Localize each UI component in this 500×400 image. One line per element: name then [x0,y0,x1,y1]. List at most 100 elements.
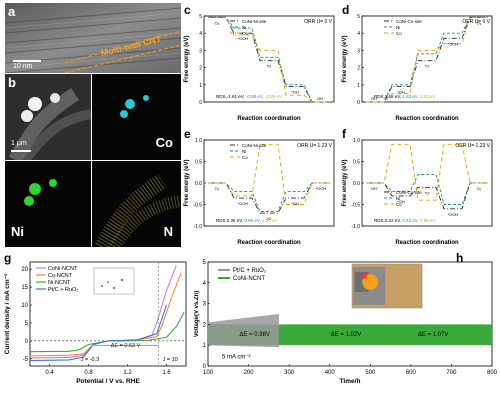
y-tick-label: 20 [21,267,28,273]
plot-frame [207,261,493,367]
plot-frame [29,261,187,367]
inset-point [106,280,110,284]
n-map-texture [95,174,181,247]
rds-label: RDS,-1.61 eV, -0.90 eV, -0.35 eV [216,94,282,99]
eds-label-n: N [163,224,173,239]
state-label: *O [425,64,430,69]
state-label: *OH [397,90,405,95]
y-tick-label: 10 [21,303,28,309]
y-tick-label: -0.5 [193,203,202,209]
state-label: *OOH [448,212,459,217]
panel-letter-f: f [342,127,347,141]
y-axis-label: Current density / mA cm⁻² [4,273,11,354]
x-axis-label: Reaction coordination [395,116,459,122]
legend-entry: CoNi-Ni-site [242,143,267,148]
inset-box [93,267,135,295]
legend-entry: Ni [396,196,400,201]
x-tick-label: 1.6 [162,370,171,376]
panel-letter-d: d [342,3,349,17]
y-tick-label: 0 [203,364,207,370]
eds-label-co: Co [155,135,173,150]
panel-letter-a: a [8,4,16,19]
y-tick-label: 1 [199,83,202,89]
legend-entry: CoNi-NCNT [233,276,265,282]
y-tick-label: 4 [357,31,360,37]
j-right-label: J = 10 [163,357,178,363]
state-label: *O [267,64,272,69]
state-label: O₂ [215,186,220,191]
delta-label: ΔE = 0.63 V [111,343,141,349]
tem-texture [5,3,181,73]
x-tick-label: 700 [446,370,457,376]
state-label: *OOH [448,41,459,46]
series-line-2 [208,143,330,205]
y-tick-label: 5 [357,14,360,20]
y-tick-label: 5 [25,321,29,327]
y-tick-label: 15 [21,285,28,291]
panel-letter-c: c [184,3,191,17]
condition-label: ORR U= 0 V [304,19,333,25]
y-tick-label: 4 [203,281,207,287]
x-axis-label: Reaction coordination [237,116,301,122]
y-tick-label: 5 [203,260,207,266]
x-tick-label: 0.8 [84,370,93,376]
state-label: O₂ [215,20,220,25]
eds-map-n: N [92,161,181,247]
state-label: OH⁻ [317,96,325,101]
series-line-0 [366,182,488,210]
rds-label: RDS,0.35 eV, 0.66 eV, 1.20 eV [216,218,277,223]
x-tick-label: 500 [365,370,376,376]
y-tick-label: 1.0 [195,138,202,144]
state-label: *O [425,190,430,195]
x-tick-label: 300 [284,370,295,376]
state-label: *OOH [238,201,249,206]
y-tick-label: 0 [357,100,360,106]
y-tick-label: 1 [203,343,207,349]
ni-map-dots [24,179,57,206]
legend-entry: Co [396,31,402,36]
legend-entry: CoNi-NCNT [48,266,78,272]
panel-e-chart: e ORR U= 1.23 V -1.0 -0.5 0.0 0.5 1.0 Free ener… [184,127,335,246]
scalebar-a [13,60,41,62]
scalebar-label-b: 1 μm [11,140,27,147]
x-tick-label: 400 [325,370,336,376]
panel-h-chart: h 100 200 300 400 500 600 700 800 0 1 2 3 4 5 Time/h Vol… [194,252,498,385]
y-axis-label: Voltage(V vs.Zn) [194,291,200,338]
x-tick-label: 100 [203,370,214,376]
y-tick-label: -0.5 [351,203,360,209]
panel-g-chart: g 0.4 0.8 1.2 1.6 -5 0 5 10 15 20 Potential / V vs.… [4,252,187,385]
eds-map-co: Co [92,74,181,160]
state-label: O₂ [477,20,482,25]
delta-e-label: ΔE = 0.98V [239,332,270,338]
state-label: O₂ [477,186,482,191]
eds-map-ni: Ni [5,161,91,247]
y-tick-label: -1.0 [193,224,202,230]
series-line-2 [366,143,488,201]
rds-label: RDS,0.22 eV, 0.43 eV, 0.95 eV [374,218,435,223]
y-tick-label: 3 [203,302,207,308]
legend-entry: Pt/C + RuO₂ [233,268,267,274]
inset-point [100,284,104,288]
condition-label: OER U= 1.23 V [455,143,490,149]
legend-entry: Ni-NCNT [48,280,71,286]
legend-entry: CoNi-Co-site [396,190,422,195]
legend-entry: Co-NCNT [48,273,73,279]
condition-label: OER U= 0 V [462,19,490,25]
series-line-1 [366,16,488,103]
scalebar-label-a: 10 nm [13,63,33,70]
cnt-wall-line-1 [64,30,181,64]
x-tick-label: 600 [406,370,417,376]
legend-entry: Co [396,202,402,207]
series-line-3 [29,304,168,362]
y-tick-label: 0.0 [195,181,202,187]
sem-drawing [5,74,91,160]
y-tick-label: 0 [199,100,202,106]
state-label: *OH [397,199,405,204]
current-density-label: 5 mA cm⁻² [222,355,251,361]
series-line-0 [208,182,330,214]
x-tick-label: 0.4 [45,370,54,376]
state-label: *OH [291,201,299,206]
x-axis-label: Reaction coordination [395,240,459,246]
y-tick-label: 2 [203,322,207,328]
legend-entry: Ni [396,25,400,30]
